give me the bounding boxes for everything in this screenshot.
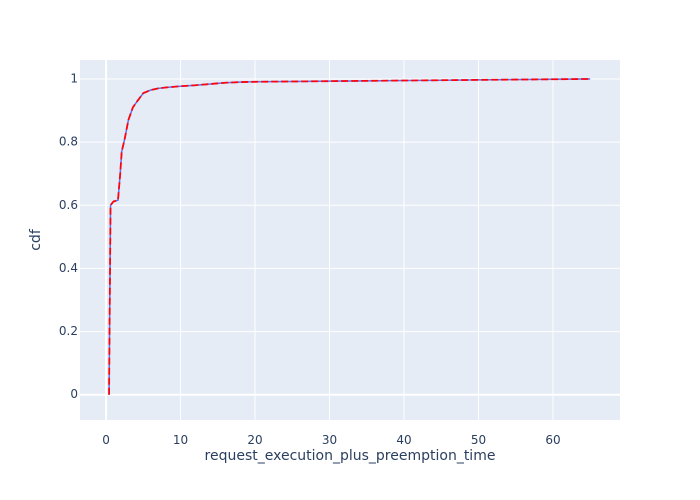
x-tick-label: 20 [247, 433, 262, 447]
y-tick-label: 0.8 [59, 135, 78, 149]
y-tick-label: 0 [70, 387, 78, 401]
y-tick-label: 1 [70, 71, 78, 85]
x-tick-label: 10 [173, 433, 188, 447]
series-layer [108, 78, 591, 395]
x-tick-label: 0 [102, 433, 110, 447]
x-tick-label: 40 [396, 433, 411, 447]
series-line-red [108, 78, 591, 395]
x-tick-label: 50 [471, 433, 486, 447]
x-axis-title: request_execution_plus_preemption_time [205, 448, 496, 464]
y-tick-label: 0.4 [59, 261, 78, 275]
x-tick-label: 30 [322, 433, 337, 447]
y-tick-label: 0.2 [59, 324, 78, 338]
y-axis-title: cdf [28, 228, 44, 251]
tick-labels: 0 10 20 30 40 50 60 0 0.2 0.4 0.6 0.8 1 [59, 71, 561, 446]
plot-background [80, 60, 620, 420]
y-tick-label: 0.6 [59, 198, 78, 212]
x-tick-label: 60 [545, 433, 560, 447]
